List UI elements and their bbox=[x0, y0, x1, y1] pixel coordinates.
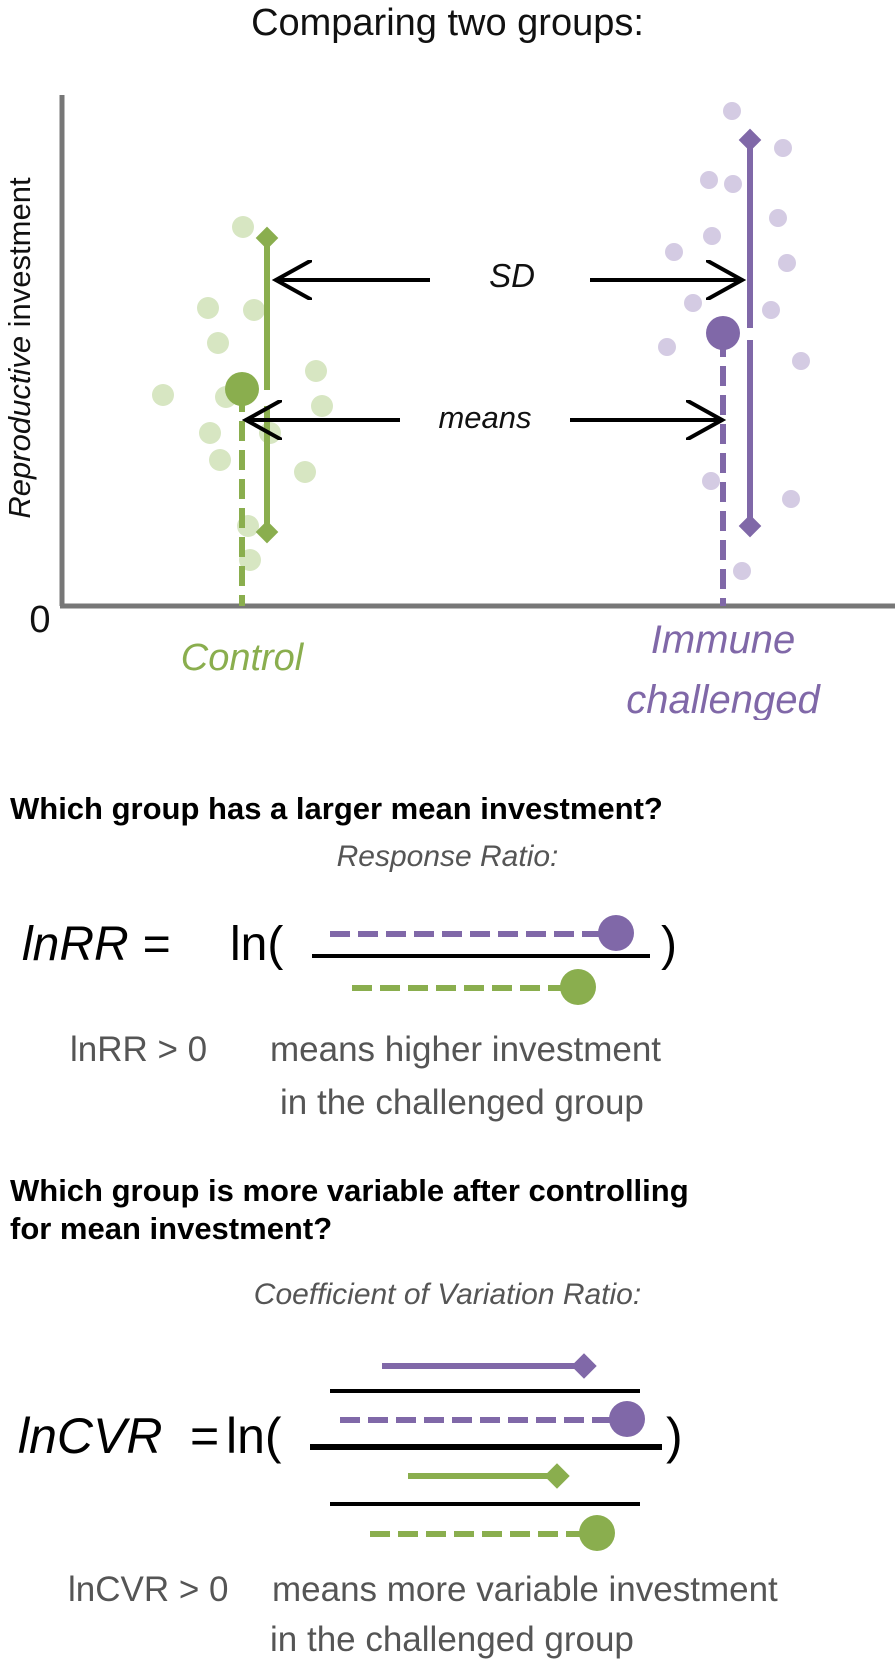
immune-point bbox=[769, 209, 787, 227]
immune-point bbox=[762, 301, 780, 319]
lncvr-control-mean-dot bbox=[579, 1515, 615, 1551]
lncvr-note-line2: in the challenged group bbox=[270, 1620, 634, 1659]
control-sd-top-marker bbox=[255, 226, 279, 250]
immune-point bbox=[792, 352, 810, 370]
immune-point bbox=[702, 472, 720, 490]
lnrr-note-lhs: lnRR > 0 bbox=[70, 1030, 208, 1069]
comparison-diagram: 0 bbox=[29, 95, 895, 720]
control-sd-bottom-marker bbox=[255, 520, 279, 544]
means-label: means bbox=[438, 400, 531, 435]
group-label-immune-line2: challenged bbox=[626, 678, 821, 720]
immune-point bbox=[724, 175, 742, 193]
immune-sd-top-marker bbox=[738, 128, 762, 152]
subtitle-cv-ratio: Coefficient of Variation Ratio: bbox=[253, 1278, 642, 1311]
control-point bbox=[305, 360, 327, 382]
control-point bbox=[232, 216, 254, 238]
immune-point bbox=[703, 227, 721, 245]
lnrr-formula-ln: ln( bbox=[230, 918, 283, 971]
control-points bbox=[152, 216, 333, 571]
lncvr-formula: lnCVR = ln( ) bbox=[18, 1353, 683, 1551]
immune-point bbox=[700, 171, 718, 189]
lncvr-formula-eq: = bbox=[190, 1408, 219, 1464]
lnrr-note-line2: in the challenged group bbox=[280, 1083, 644, 1122]
control-mean-marker bbox=[225, 372, 259, 406]
lncvr-immune-sd-marker bbox=[571, 1353, 597, 1379]
lncvr-immune-mean-dot bbox=[609, 1401, 645, 1437]
immune-point bbox=[684, 294, 702, 312]
control-point bbox=[152, 384, 174, 406]
control-point bbox=[197, 297, 219, 319]
immune-point bbox=[733, 562, 751, 580]
lncvr-formula-ln: ln( bbox=[226, 1408, 282, 1464]
lnrr-control-mean-dot bbox=[560, 969, 596, 1005]
lncvr-control-sd-marker bbox=[544, 1463, 570, 1489]
control-point bbox=[311, 395, 333, 417]
immune-point bbox=[782, 490, 800, 508]
lnrr-immune-mean-dot bbox=[598, 915, 634, 951]
control-point bbox=[207, 332, 229, 354]
lnrr-formula-close: ) bbox=[661, 918, 677, 971]
page-title: Comparing two groups: bbox=[251, 2, 644, 44]
immune-point bbox=[774, 139, 792, 157]
question-variability-line2: for mean investment? bbox=[10, 1211, 333, 1246]
immune-point bbox=[723, 102, 741, 120]
lncvr-formula-close: ) bbox=[666, 1408, 683, 1464]
lnrr-formula: lnRR = ln( ) bbox=[22, 915, 677, 1005]
group-label-control: Control bbox=[181, 637, 305, 679]
group-label-immune-line1: Immune bbox=[651, 618, 796, 662]
immune-point bbox=[658, 338, 676, 356]
sd-label: SD bbox=[489, 257, 535, 294]
question-mean: Which group has a larger mean investment… bbox=[10, 791, 663, 826]
immune-mean-marker bbox=[706, 316, 740, 350]
control-point bbox=[209, 449, 231, 471]
lncvr-note-lhs: lnCVR > 0 bbox=[68, 1570, 229, 1609]
immune-points bbox=[658, 102, 810, 580]
lnrr-note-line1: means higher investment bbox=[270, 1030, 662, 1069]
subtitle-response-ratio: Response Ratio: bbox=[336, 840, 559, 873]
lncvr-note-line1: means more variable investment bbox=[272, 1570, 778, 1609]
lnrr-formula-lhs: lnRR = bbox=[22, 918, 170, 971]
control-point bbox=[243, 299, 265, 321]
lncvr-formula-lhs: lnCVR bbox=[18, 1408, 162, 1464]
immune-point bbox=[778, 254, 796, 272]
immune-sd-bottom-marker bbox=[738, 514, 762, 538]
control-point bbox=[294, 461, 316, 483]
zero-label: 0 bbox=[29, 599, 50, 641]
control-point bbox=[199, 422, 221, 444]
question-variability-line1: Which group is more variable after contr… bbox=[10, 1173, 689, 1208]
immune-point bbox=[665, 243, 683, 261]
